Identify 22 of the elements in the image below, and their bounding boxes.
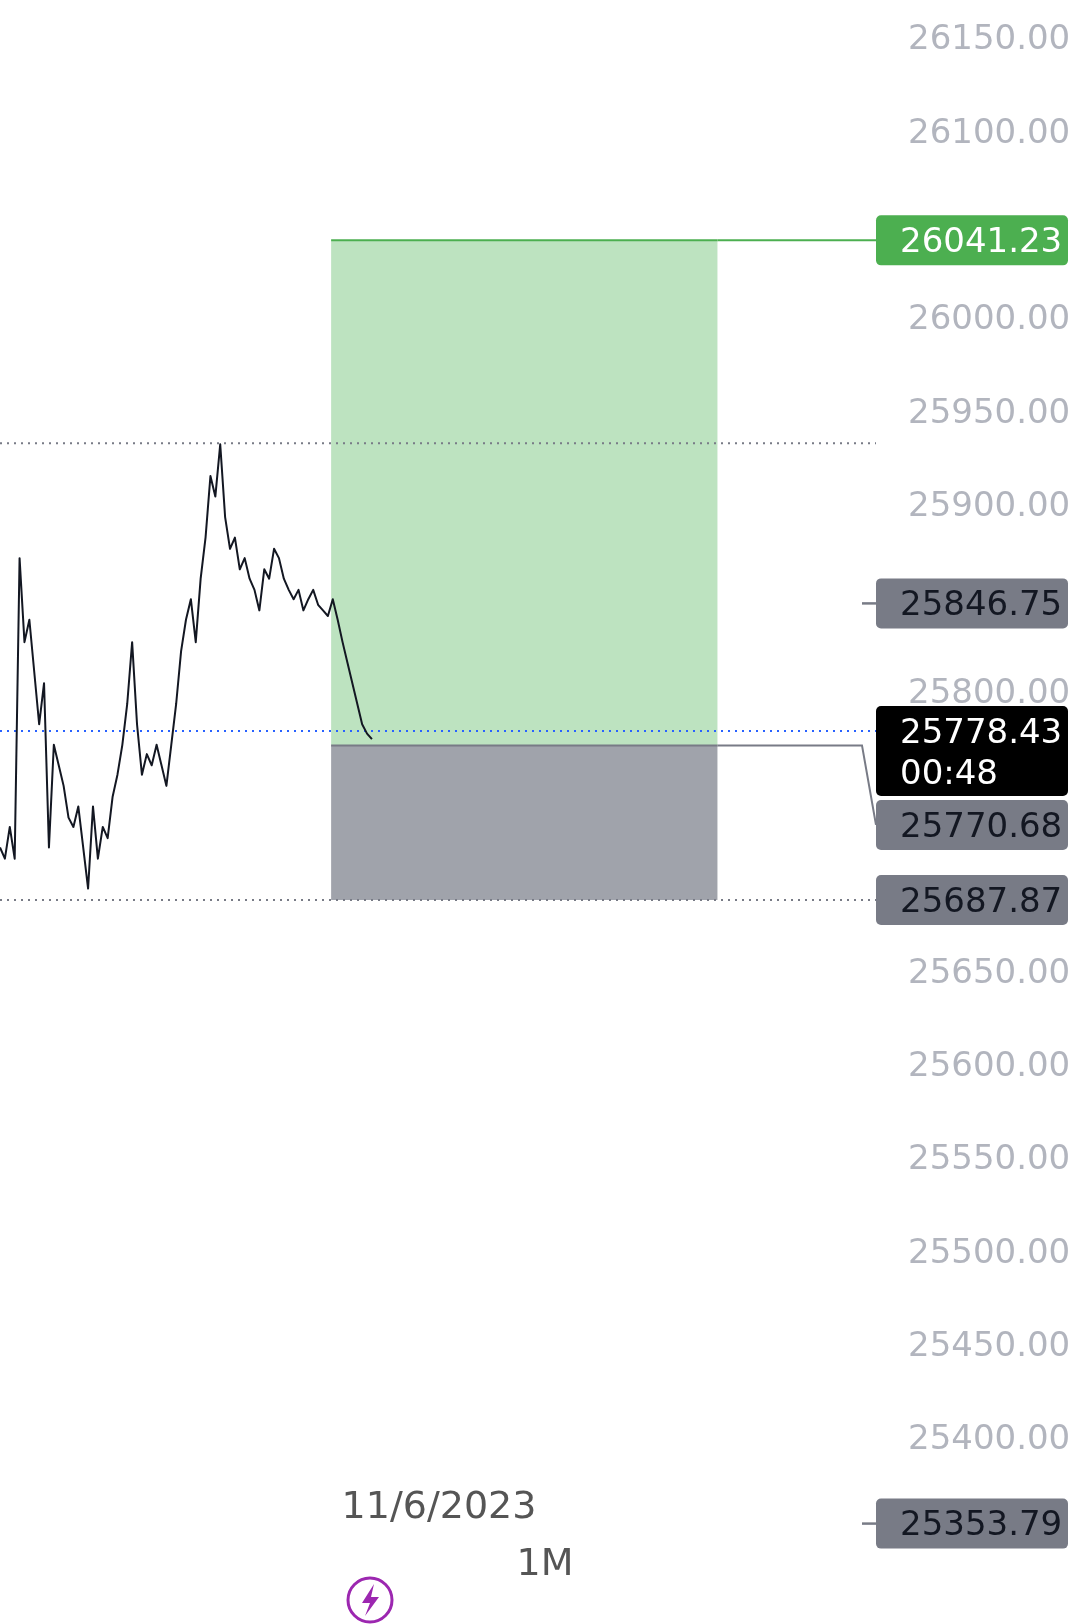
y-tick-label: 25650.00 (908, 950, 1071, 991)
y-tick-label: 25900.00 (908, 483, 1071, 524)
y-tick-label: 25500.00 (908, 1230, 1071, 1271)
text: 00:48 (900, 751, 998, 792)
ref-line-label: 25770.68 (900, 804, 1063, 845)
y-tick-label: 25400.00 (908, 1417, 1071, 1458)
y-tick-label: 26000.00 (908, 297, 1071, 338)
y-tick-label: 26150.00 (908, 17, 1071, 58)
ref-line-label: 26041.23 (900, 220, 1063, 261)
y-tick-label: 25800.00 (908, 670, 1071, 711)
y-tick-label: 25950.00 (908, 390, 1071, 431)
y-tick-label: 26100.00 (908, 110, 1071, 151)
ref-line-label: 25687.87 (900, 879, 1063, 920)
ref-line-label: 25353.79 (900, 1503, 1063, 1544)
ref-line-label: 25778.43 (900, 710, 1063, 751)
text: 1M (516, 1540, 574, 1584)
annotation: 11/6/2023 (341, 1483, 537, 1528)
y-tick-label: 25600.00 (908, 1043, 1071, 1084)
y-tick-label: 25450.00 (908, 1323, 1071, 1364)
y-tick-label: 25550.00 (908, 1137, 1071, 1178)
ref-line-label: 25846.75 (900, 583, 1063, 624)
line-series (0, 443, 373, 890)
